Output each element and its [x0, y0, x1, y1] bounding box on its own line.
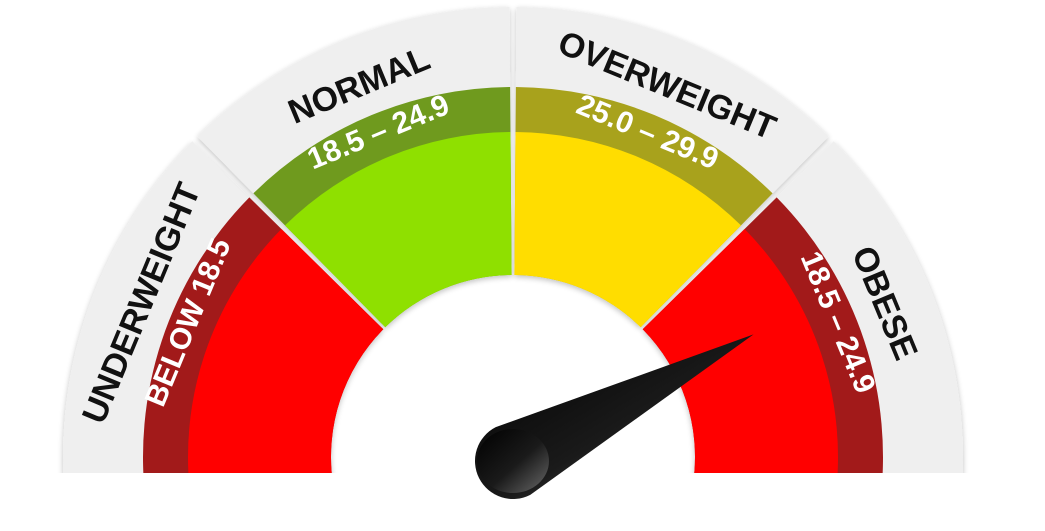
needle-hub: [477, 429, 549, 493]
obese-color-fill: [642, 228, 838, 473]
color-fills: [188, 132, 838, 473]
overweight-color-fill: [514, 132, 742, 328]
needle: [475, 334, 754, 499]
underweight-color-fill: [188, 228, 384, 473]
normal-color-fill: [284, 132, 512, 328]
